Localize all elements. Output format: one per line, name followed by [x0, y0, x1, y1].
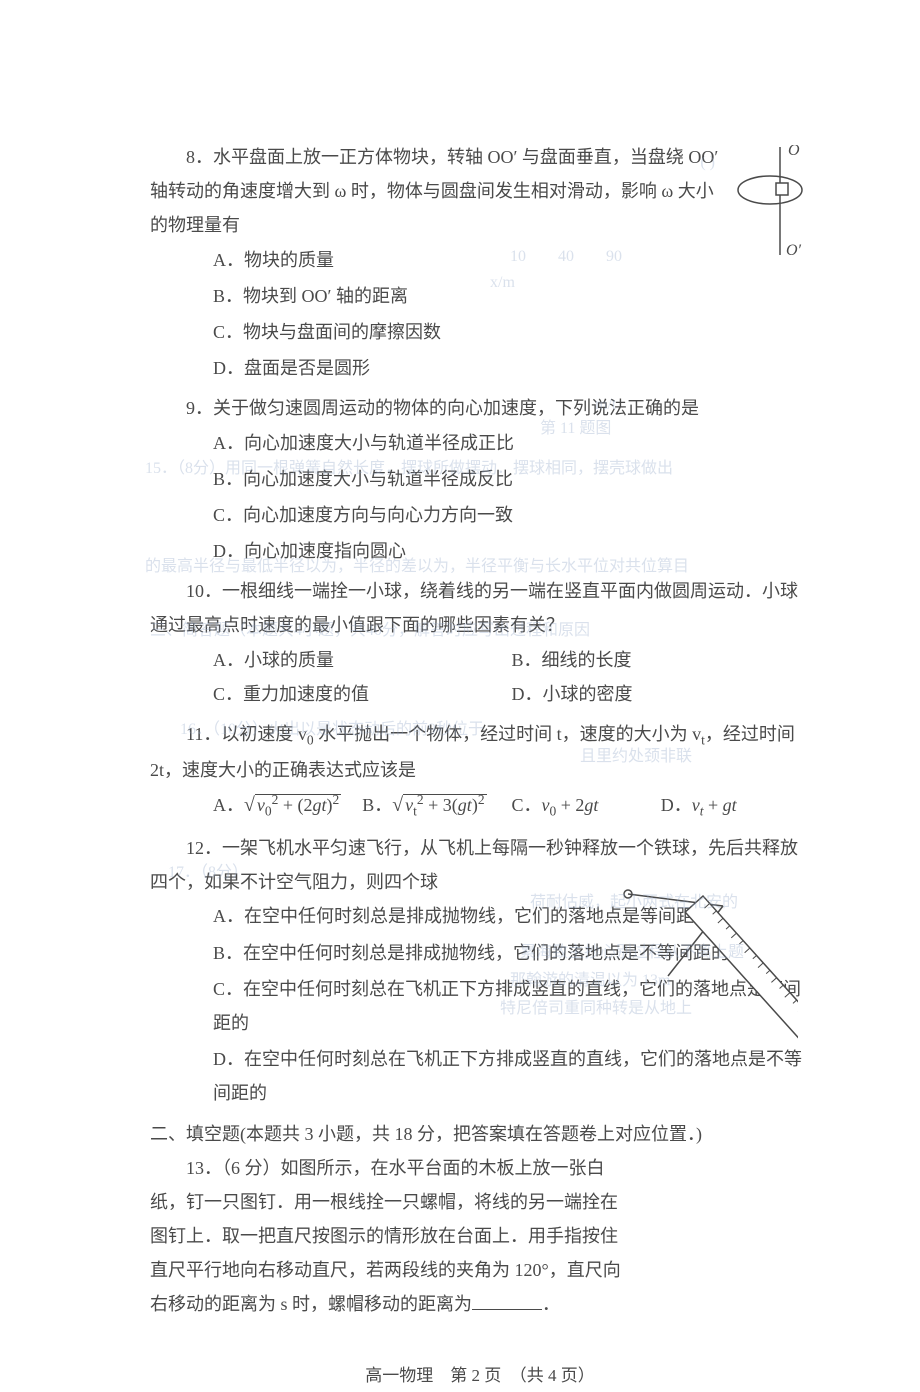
q8-option-a: A．物块的质量 — [213, 243, 810, 277]
q10-option-a: A．小球的质量 — [213, 643, 512, 677]
q11-option-b: B．√vt2 + 3(gt)2 — [362, 787, 511, 825]
q8-option-d: D．盘面是否是圆形 — [213, 351, 810, 385]
q11-option-d: D．vt + gt — [661, 788, 810, 824]
q10-option-d: D．小球的密度 — [512, 677, 811, 711]
q11-option-a: A．√v02 + (2gt)2 — [213, 787, 362, 825]
exam-page: O O′ 8．水平盘面上放一正方体物块，转轴 OO′ 与盘面垂直，当盘绕 OO′… — [0, 0, 920, 1302]
q10-option-b: B．细线的长度 — [512, 643, 811, 677]
question-8: 8．水平盘面上放一正方体物块，转轴 OO′ 与盘面垂直，当盘绕 OO′ 轴转动的… — [150, 140, 810, 385]
section-2-heading: 二、填空题(本题共 3 小题，共 18 分，把答案填在答题卷上对应位置．) — [150, 1117, 810, 1151]
q11-stem: 11．以初速度 v0 水平抛出一个物体，经过时间 t，速度的大小为 vt，经过时… — [150, 717, 810, 787]
q10-stem: 10．一根细线一端拴一小球，绕着线的另一端在竖直平面内做圆周运动．小球通过最高点… — [150, 574, 810, 642]
q8-figure: O O′ — [730, 145, 810, 265]
q8-option-c: C．物块与盘面间的摩擦因数 — [213, 315, 810, 349]
q9-option-b: B．向心加速度大小与轨道半径成反比 — [213, 462, 810, 496]
q8-stem: 8．水平盘面上放一正方体物块，转轴 OO′ 与盘面垂直，当盘绕 OO′ 轴转动的… — [150, 140, 810, 243]
question-9: 9．关于做匀速圆周运动的物体的向心加速度，下列说法正确的是 A．向心加速度大小与… — [150, 391, 810, 568]
question-10: 10．一根细线一端拴一小球，绕着线的另一端在竖直平面内做圆周运动．小球通过最高点… — [150, 574, 810, 711]
q13-blank — [472, 1291, 542, 1310]
label-O: O — [788, 145, 800, 159]
label-Oprime: O′ — [786, 242, 802, 259]
page-footer: 高一物理 第 2 页 （共 4 页） — [150, 1360, 810, 1392]
q10-option-c: C．重力加速度的值 — [213, 677, 512, 711]
q9-option-d: D．向心加速度指向圆心 — [213, 534, 810, 568]
q8-option-b: B．物块到 OO′ 轴的距离 — [213, 279, 810, 313]
question-13: 13．（6 分）如图所示，在水平台面的木板上放一张白纸，钉一只图钉．用一根线拴一… — [150, 1151, 810, 1322]
q9-option-c: C．向心加速度方向与向心力方向一致 — [213, 498, 810, 532]
q13-figure — [608, 876, 798, 1056]
q11-option-c: C．v0 + 2gt — [512, 788, 661, 824]
q9-stem: 9．关于做匀速圆周运动的物体的向心加速度，下列说法正确的是 — [150, 391, 810, 425]
q13-stem: 13．（6 分）如图所示，在水平台面的木板上放一张白纸，钉一只图钉．用一根线拴一… — [150, 1158, 621, 1315]
question-11: 11．以初速度 v0 水平抛出一个物体，经过时间 t，速度的大小为 vt，经过时… — [150, 717, 810, 825]
q9-option-a: A．向心加速度大小与轨道半径成正比 — [213, 426, 810, 460]
